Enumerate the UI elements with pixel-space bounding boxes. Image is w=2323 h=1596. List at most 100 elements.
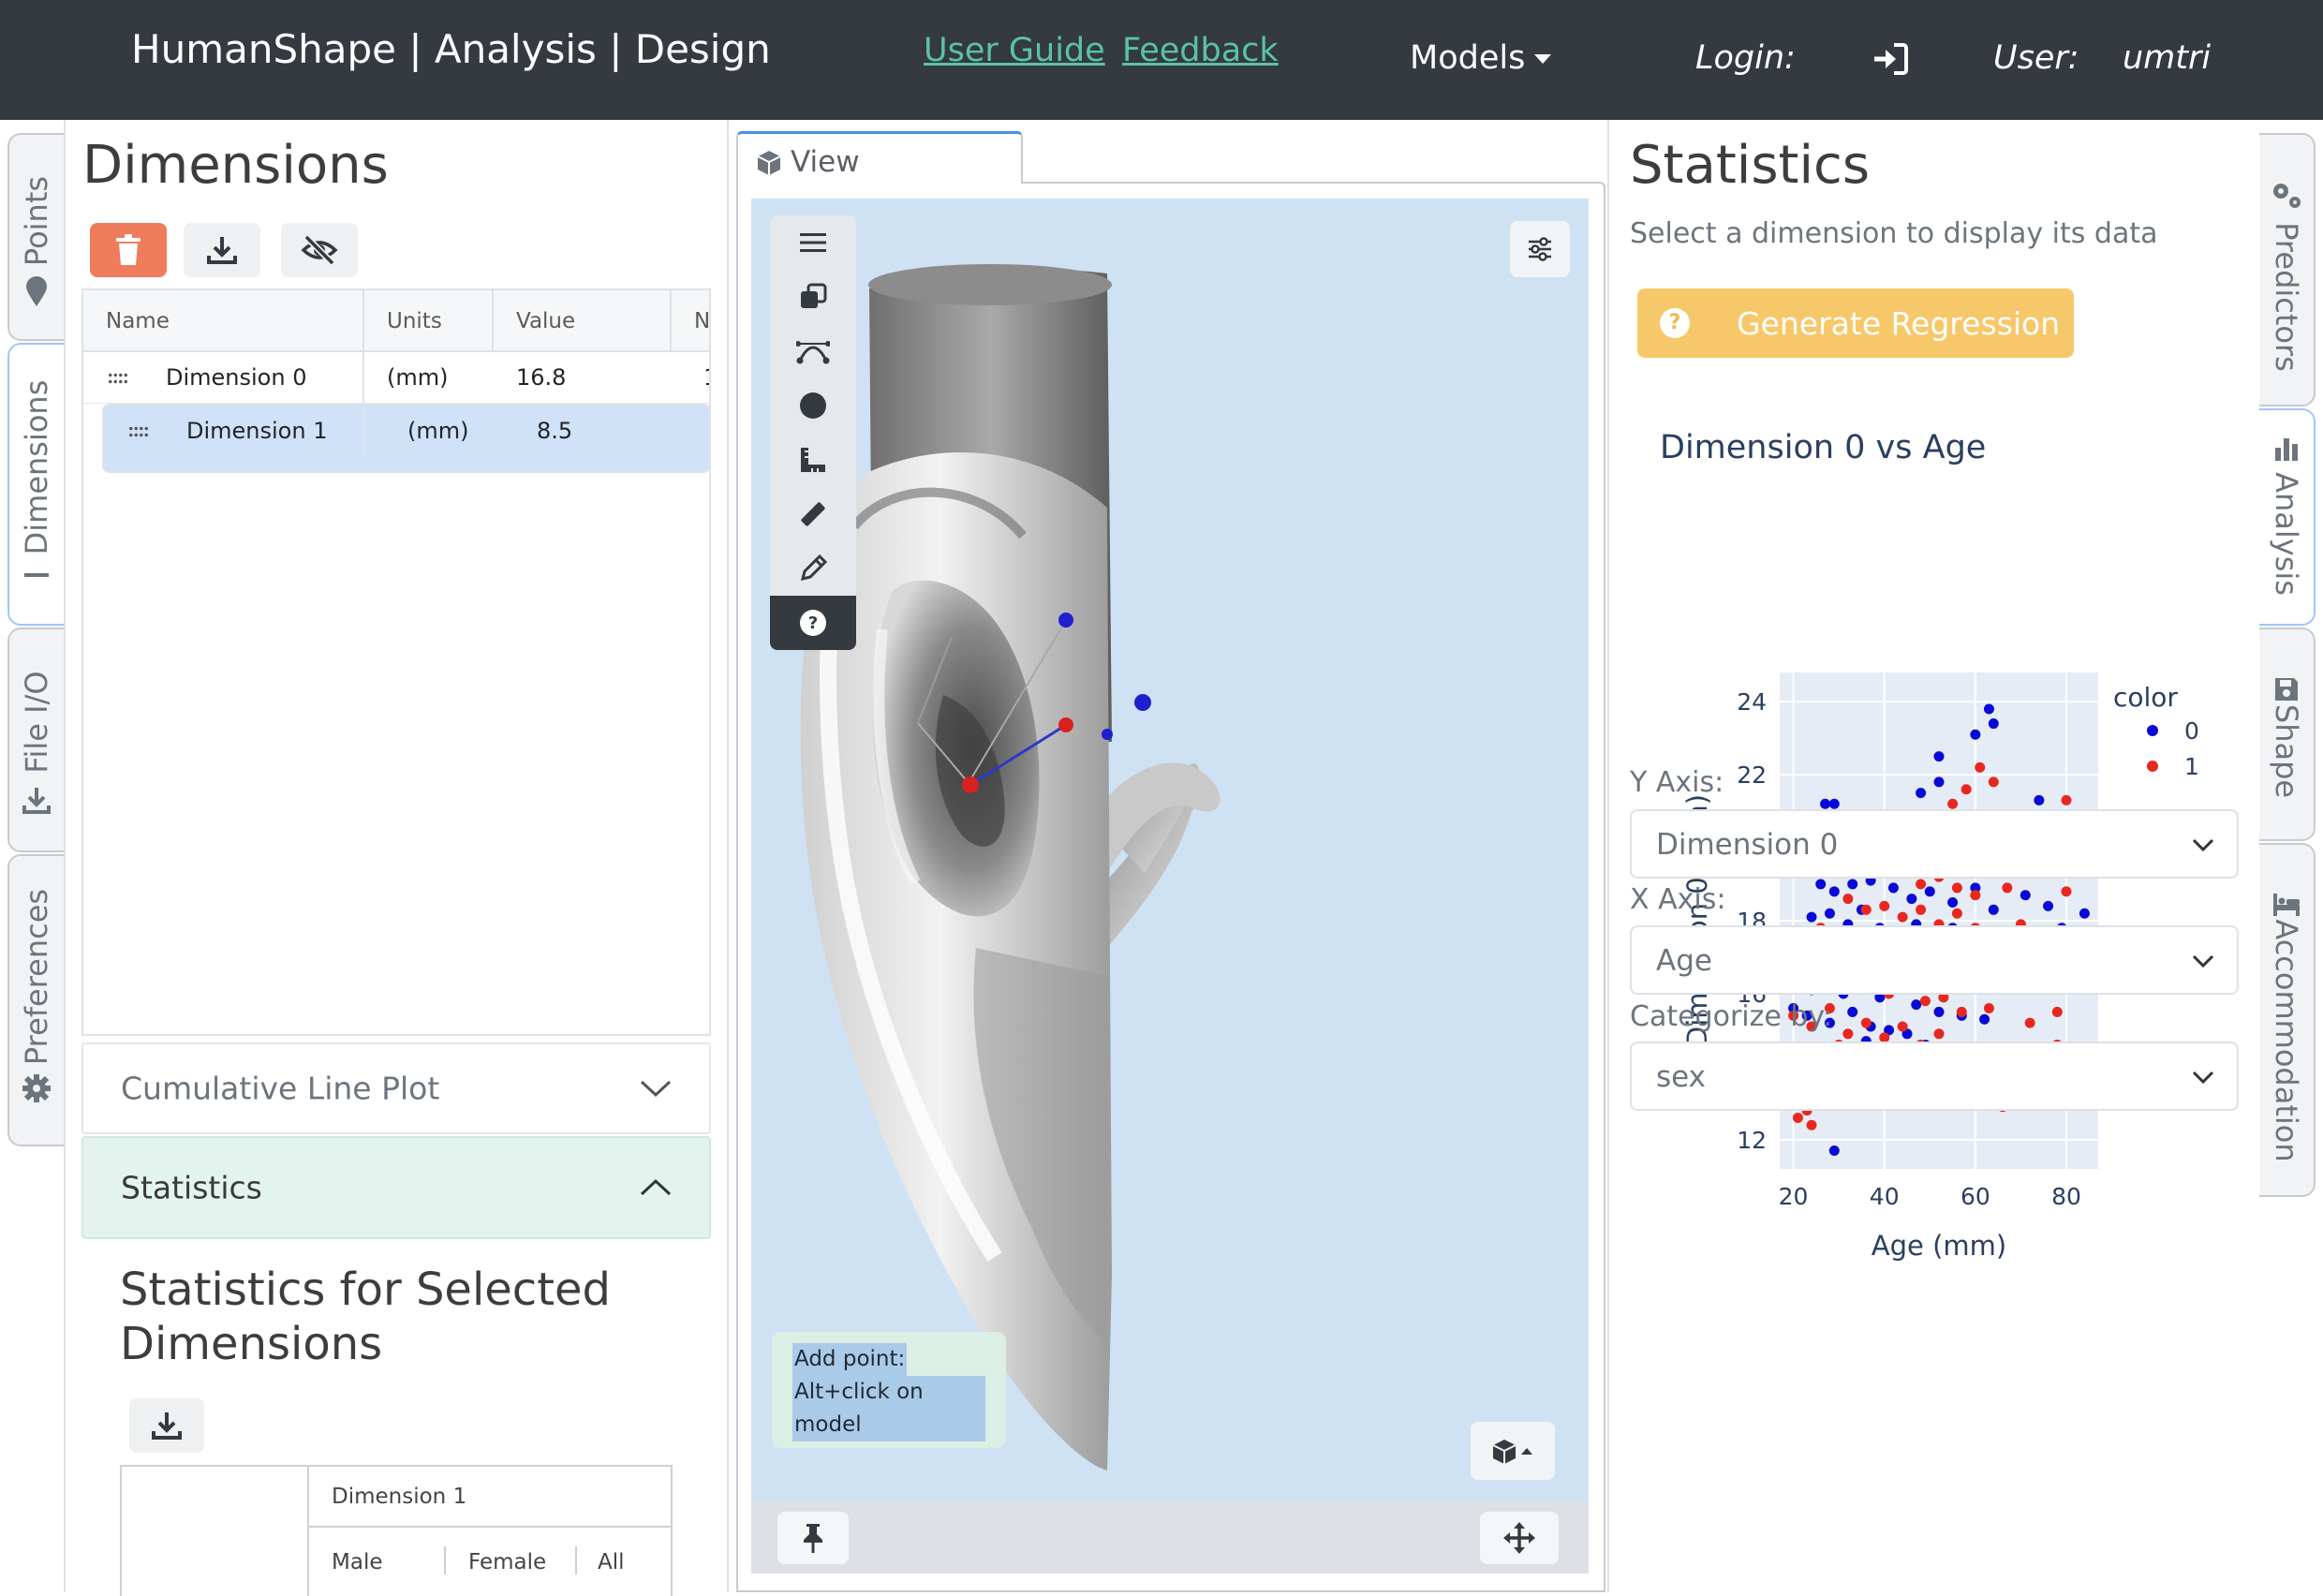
accordion-statistics[interactable]: Statistics [81, 1136, 711, 1239]
data-point[interactable] [1824, 908, 1835, 919]
sign-in-icon[interactable] [1872, 42, 1909, 76]
data-point[interactable] [2051, 1006, 2063, 1017]
data-point[interactable] [1960, 784, 1972, 795]
data-point[interactable] [2061, 794, 2072, 805]
data-point[interactable] [1847, 879, 1858, 890]
drag-handle-icon[interactable] [108, 372, 128, 385]
data-point[interactable] [1970, 882, 1981, 894]
data-point[interactable] [2034, 794, 2045, 805]
data-point[interactable] [1975, 761, 1986, 773]
column-header-n[interactable]: N [672, 290, 709, 352]
data-point[interactable] [1951, 908, 1962, 919]
landmark-point[interactable] [1058, 613, 1073, 628]
data-point[interactable] [1988, 776, 1999, 788]
data-point[interactable] [1792, 1112, 1803, 1123]
data-point[interactable] [1897, 1021, 1908, 1032]
tool-ruler-combined[interactable] [770, 433, 856, 487]
delete-button[interactable] [90, 223, 167, 277]
tab-shape[interactable]: Shape [2259, 628, 2316, 841]
data-point[interactable] [2002, 882, 2013, 894]
data-point[interactable] [1933, 776, 1945, 788]
tab-analysis[interactable]: Analysis [2259, 408, 2316, 626]
view-settings-button[interactable] [1510, 221, 1570, 277]
data-point[interactable] [1801, 1010, 1813, 1021]
data-point[interactable] [1947, 897, 1959, 909]
data-point[interactable] [1970, 729, 1981, 740]
data-point[interactable] [1824, 1003, 1835, 1014]
table-row[interactable]: Dimension 0 (mm) 16.8 1 [83, 352, 709, 404]
data-point[interactable] [1806, 1021, 1817, 1032]
data-point[interactable] [1842, 894, 1854, 905]
tab-points[interactable]: Points [7, 133, 64, 341]
data-point[interactable] [1842, 1028, 1854, 1040]
landmark-point[interactable] [962, 776, 979, 793]
data-point[interactable] [1824, 1017, 1835, 1028]
data-point[interactable] [1828, 886, 1840, 897]
data-point[interactable] [1806, 911, 1817, 923]
tool-ruler[interactable] [770, 487, 856, 541]
x-axis-select[interactable]: Age [1630, 925, 2239, 995]
tool-sphere[interactable] [770, 378, 856, 433]
data-point[interactable] [2024, 1017, 2035, 1028]
data-point[interactable] [1983, 703, 1994, 715]
data-point[interactable] [1916, 879, 1927, 890]
data-point[interactable] [1860, 1017, 1872, 1028]
accordion-cumulative-line-plot[interactable]: Cumulative Line Plot [81, 1042, 711, 1134]
data-point[interactable] [1956, 1006, 1967, 1017]
data-point[interactable] [1879, 1032, 1890, 1043]
data-point[interactable] [1970, 890, 1981, 901]
models-dropdown[interactable]: Models [1410, 39, 1552, 77]
3d-viewport[interactable]: ? Add point: Alt+click on model [751, 199, 1589, 1500]
column-header-units[interactable]: Units [364, 290, 494, 352]
data-point[interactable] [1897, 911, 1908, 923]
data-point[interactable] [1916, 788, 1927, 799]
drag-handle-icon[interactable] [128, 425, 149, 438]
column-header-value[interactable]: Value [494, 290, 672, 352]
data-point[interactable] [1938, 992, 1949, 1003]
pin-button[interactable] [777, 1512, 849, 1564]
data-point[interactable] [1879, 900, 1890, 911]
data-point[interactable] [1806, 1119, 1817, 1130]
data-point[interactable] [1933, 1028, 1945, 1040]
data-point[interactable] [2061, 886, 2072, 897]
data-point[interactable] [1887, 882, 1899, 894]
hide-button[interactable] [281, 223, 358, 277]
data-point[interactable] [1988, 718, 1999, 730]
move-button[interactable] [1480, 1512, 1559, 1564]
data-point[interactable] [1933, 751, 1945, 762]
legend-entry[interactable]: 0 [2184, 717, 2199, 745]
data-point[interactable] [1788, 1010, 1799, 1021]
data-point[interactable] [1919, 996, 1931, 1007]
ear-3d-model[interactable] [751, 199, 1589, 1500]
tool-copy[interactable] [770, 270, 856, 324]
tab-file-io[interactable]: File I/O [7, 628, 64, 852]
data-point[interactable] [1947, 798, 1959, 809]
tab-view[interactable]: View [736, 131, 1023, 184]
data-point[interactable] [1911, 999, 1922, 1011]
data-point[interactable] [1828, 798, 1840, 809]
data-point[interactable] [2043, 900, 2054, 911]
data-point[interactable] [1916, 904, 1927, 915]
landmark-point[interactable] [1102, 729, 1113, 740]
brand-title[interactable]: HumanShape | Analysis | Design [131, 26, 771, 72]
column-header-name[interactable]: Name [83, 290, 364, 352]
data-point[interactable] [1874, 992, 1886, 1003]
data-point[interactable] [1906, 894, 1917, 905]
categorize-select[interactable]: sex [1630, 1042, 2239, 1111]
data-point[interactable] [1860, 904, 1872, 915]
legend-entry[interactable]: 1 [2184, 753, 2199, 780]
data-point[interactable] [1979, 1013, 1990, 1025]
data-point[interactable] [1988, 904, 1999, 915]
data-point[interactable] [1815, 879, 1827, 890]
data-point[interactable] [1933, 1006, 1945, 1017]
tab-accommodation[interactable]: Accommodation [2259, 843, 2316, 1197]
tool-menu[interactable] [770, 215, 856, 270]
user-guide-link[interactable]: User Guide [924, 32, 1105, 69]
tab-dimensions[interactable]: Dimensions [7, 343, 64, 626]
tab-predictors[interactable]: Predictors [2259, 133, 2316, 406]
table-row-selected[interactable]: Dimension 1 (mm) 8.5 8 [102, 404, 709, 473]
landmark-point[interactable] [1058, 717, 1073, 732]
data-point[interactable] [1820, 798, 1831, 809]
data-point[interactable] [1924, 886, 1935, 897]
data-point[interactable] [1788, 1003, 1799, 1014]
